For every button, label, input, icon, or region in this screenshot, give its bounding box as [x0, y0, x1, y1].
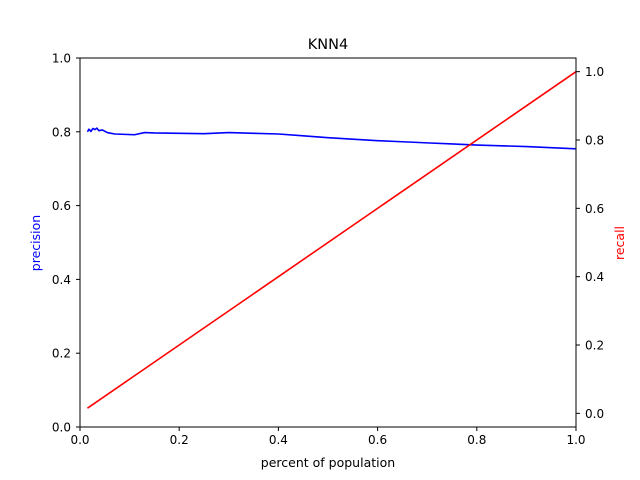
y-left-tick-label: 0.4 [52, 273, 71, 287]
y-right-tick-label: 0.0 [585, 407, 604, 421]
plot-area [86, 71, 577, 409]
recall-line [86, 71, 577, 409]
plot-frame [79, 57, 577, 428]
x-tick-label: 0.8 [467, 433, 486, 447]
y-axis-label-left: precision [28, 215, 43, 271]
chart-title: KNN4 [308, 37, 348, 53]
x-tick-label: 0.2 [170, 433, 189, 447]
y-right-tick-label: 0.2 [585, 339, 604, 353]
x-tick-label: 0.6 [368, 433, 387, 447]
y-axis-label-right: recall [612, 226, 627, 260]
y-right-tick-label: 0.4 [585, 270, 604, 284]
y-right-tick-label: 0.8 [585, 134, 604, 148]
precision-line [86, 127, 577, 150]
right-axis: 0.0 0.2 0.4 0.6 0.8 1.0 [576, 65, 604, 421]
x-tick-label: 1.0 [566, 433, 585, 447]
x-axis-label: percent of population [261, 455, 395, 470]
left-axis: 0.0 0.2 0.4 0.6 0.8 1.0 [52, 52, 80, 435]
y-left-tick-label: 0.6 [52, 199, 71, 213]
y-left-tick-label: 0.0 [52, 421, 71, 435]
y-left-tick-label: 0.8 [52, 125, 71, 139]
y-left-tick-label: 0.2 [52, 347, 71, 361]
x-tick-label: 0.0 [70, 433, 89, 447]
bottom-axis: 0.0 0.2 0.4 0.6 0.8 1.0 [70, 427, 586, 447]
y-right-tick-label: 1.0 [585, 65, 604, 79]
y-right-tick-label: 0.6 [585, 202, 604, 216]
y-left-tick-label: 1.0 [52, 52, 71, 66]
x-tick-label: 0.4 [269, 433, 288, 447]
